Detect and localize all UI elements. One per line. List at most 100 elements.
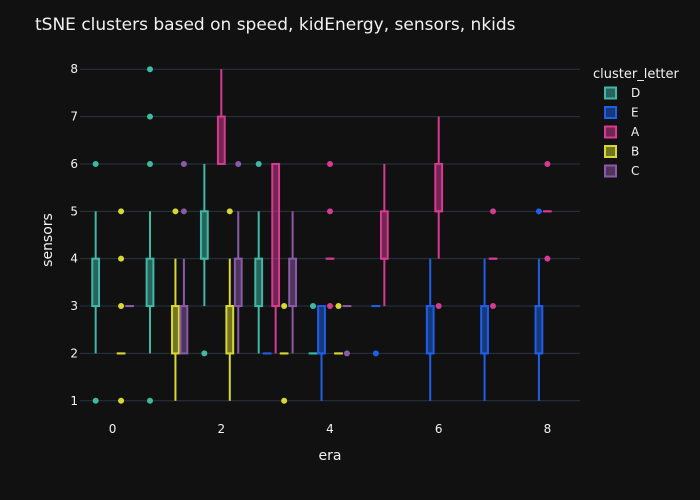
outlier-point: [327, 208, 333, 215]
outlier-point: [281, 397, 288, 404]
box-body: [425, 305, 435, 355]
box-a: [271, 162, 281, 354]
box-body: [534, 305, 544, 355]
legend-swatch: [604, 86, 617, 100]
legend-title: cluster_letter: [593, 67, 680, 82]
y-axis-label: sensors: [40, 213, 56, 267]
box-d: [308, 303, 318, 355]
box-b: [279, 303, 289, 404]
outlier-point: [180, 208, 187, 215]
outlier-point: [235, 160, 242, 167]
legend-item-b: B: [604, 145, 639, 159]
legend-swatch: [604, 164, 617, 178]
box-body: [91, 257, 101, 308]
box-a: [379, 163, 389, 307]
outlier-point: [92, 397, 99, 404]
box-body: [216, 115, 226, 165]
legend-label: C: [631, 164, 639, 178]
box-e: [425, 258, 435, 401]
outlier-point: [544, 160, 551, 167]
y-tick-label: 5: [70, 204, 78, 218]
box-e: [317, 305, 326, 401]
outlier-point: [372, 350, 379, 357]
legend-swatch: [604, 145, 617, 158]
legend-item-e: E: [604, 106, 639, 120]
box-b: [225, 208, 235, 401]
legend-item-c: C: [604, 164, 639, 178]
outlier-point: [147, 160, 153, 167]
outlier-point: [281, 303, 288, 310]
legend-item-a: A: [604, 125, 640, 139]
y-tick-label: 1: [70, 394, 78, 408]
box-a: [434, 116, 444, 310]
box-body: [317, 305, 326, 355]
outlier-point: [201, 350, 208, 357]
outlier-point: [327, 303, 333, 310]
box-e: [534, 208, 544, 401]
x-axis-label: era: [319, 448, 342, 464]
box-body: [225, 305, 235, 355]
box-body: [254, 257, 264, 308]
box-d: [145, 66, 155, 404]
box-c: [288, 211, 297, 354]
box-body: [199, 210, 209, 260]
outlier-point: [118, 303, 125, 310]
outlier-point: [255, 160, 262, 167]
outlier-point: [118, 255, 125, 262]
outlier-point: [118, 208, 125, 215]
chart-title: tSNE clusters based on speed, kidEnergy,…: [35, 15, 516, 35]
outlier-point: [147, 66, 153, 73]
tick-layer: 1 2 3 4 5 6 7 8 0 2 4 6 8: [70, 62, 551, 436]
outlier-point: [172, 208, 179, 215]
outlier-point: [310, 303, 317, 310]
y-tick-label: 3: [70, 299, 78, 313]
box-body: [179, 305, 189, 355]
outlier-point: [435, 303, 442, 310]
box-c: [342, 305, 352, 357]
box-body: [171, 305, 180, 355]
outlier-point: [490, 303, 497, 310]
box-body: [434, 162, 444, 213]
outlier-point: [180, 160, 187, 167]
box-a: [216, 69, 226, 165]
y-tick-label: 4: [70, 252, 78, 266]
legend-label: E: [631, 106, 639, 120]
legend-label: B: [631, 145, 639, 159]
y-tick-label: 7: [70, 110, 78, 124]
legend-swatch: [604, 125, 617, 139]
box-d: [199, 163, 209, 357]
box-body: [480, 305, 489, 355]
y-tick-label: 8: [70, 62, 78, 76]
outlier-point: [343, 350, 350, 357]
y-tick-label: 6: [70, 157, 78, 171]
outlier-point: [327, 160, 333, 167]
outlier-point: [147, 397, 153, 404]
box-b: [334, 303, 343, 355]
box-a: [325, 160, 335, 310]
box-body: [288, 257, 297, 308]
legend-label: D: [631, 86, 640, 100]
box-a: [488, 208, 498, 310]
x-tick-label: 8: [544, 422, 552, 436]
outlier-point: [147, 113, 153, 120]
box-body: [233, 257, 243, 308]
box-body: [145, 257, 155, 308]
x-tick-label: 0: [109, 422, 117, 436]
outlier-point: [92, 160, 99, 167]
box-b: [116, 208, 126, 404]
outlier-point: [226, 208, 233, 215]
box-a: [543, 160, 552, 262]
x-tick-label: 2: [217, 422, 225, 436]
outlier-point: [544, 255, 551, 262]
box-c: [179, 160, 189, 355]
x-tick-label: 4: [326, 422, 334, 436]
legend-swatch: [604, 106, 617, 119]
x-tick-label: 6: [435, 422, 443, 436]
box-d: [91, 160, 101, 404]
legend-label: A: [631, 125, 640, 139]
box-body: [379, 210, 389, 260]
box-d: [254, 160, 264, 354]
outlier-point: [535, 208, 542, 215]
